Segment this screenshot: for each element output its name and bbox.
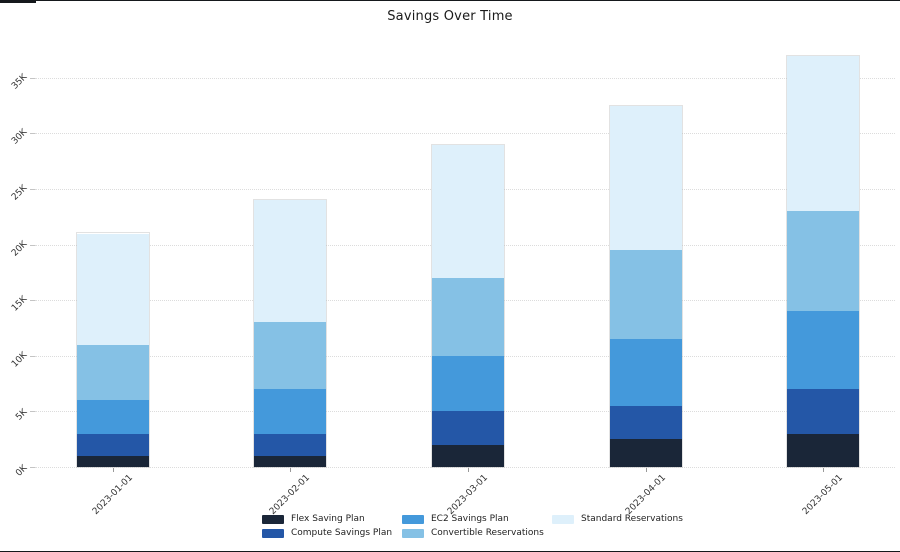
legend-swatch-icon [262,514,284,524]
x-axis-label: 2023-05-01 [801,472,846,518]
bar-segment-compute-savings-plan [431,411,504,445]
y-axis-tick [30,133,35,135]
legend-label: Standard Reservations [581,514,683,524]
bar-segment-flex-saving-plan [787,433,860,467]
bar-2023-01-01 [75,232,150,468]
x-axis-tick [645,468,647,472]
y-gridline [35,77,895,79]
y-axis-tick [30,411,35,413]
x-axis-label: 2023-03-01 [445,472,490,518]
legend-item-ec2-savings-plan: EC2 Savings Plan [402,514,544,524]
y-axis-label: 15K [9,294,29,314]
legend-item-convertible-reservations: Convertible Reservations [402,528,544,538]
x-axis-label: 2023-04-01 [623,472,668,518]
x-axis-label: 2023-02-01 [268,472,313,518]
x-axis-tick [823,468,825,472]
y-axis-label: 30K [9,127,29,148]
bar-segment-standard-reservations [609,105,682,251]
bar-segment-flex-saving-plan [609,439,682,467]
x-axis-tick [467,468,469,472]
bar-segment-compute-savings-plan [609,405,682,440]
bar-segment-standard-reservations [254,200,327,323]
legend-label: Flex Saving Plan [291,514,365,524]
bar-segment-ec2-savings-plan [431,355,504,412]
x-axis-tick [112,468,114,472]
legend-swatch-icon [552,514,574,524]
x-axis-tick [290,468,292,472]
y-axis-tick [30,300,35,302]
y-axis-tick [30,189,35,190]
legend-swatch-icon [402,514,424,524]
legend-label: Convertible Reservations [431,528,544,538]
bar-segment-convertible-reservations [76,344,149,401]
bar-segment-standard-reservations [431,144,504,278]
y-gridline [35,467,895,468]
chart-title: Savings Over Time [387,9,513,24]
bar-2023-05-01 [786,54,861,468]
legend-column: Standard Reservations [552,514,683,528]
y-axis-tick [30,77,35,79]
bar-segment-flex-saving-plan [254,455,327,467]
legend-column: EC2 Savings Plan Convertible Reservations [402,514,544,542]
bar-segment-compute-savings-plan [254,433,327,456]
bar-segment-ec2-savings-plan [76,400,149,434]
bar-segment-flex-saving-plan [431,444,504,467]
bar-segment-convertible-reservations [609,250,682,340]
y-gridline [35,133,895,135]
bar-segment-convertible-reservations [254,322,327,390]
y-axis-label: 5K [14,407,30,424]
legend-swatch-icon [402,528,424,538]
window-top-border [0,0,900,1]
bar-segment-standard-reservations [76,233,149,345]
y-axis-label: 35K [9,72,29,92]
bar-segment-convertible-reservations [431,277,504,356]
chart-legend: Flex Saving Plan Compute Savings Plan EC2 … [0,514,900,548]
legend-item-standard-reservations: Standard Reservations [552,514,683,524]
bar-2023-04-01 [608,104,683,468]
legend-swatch-icon [262,528,284,538]
bar-segment-convertible-reservations [787,211,860,312]
legend-item-compute-savings-plan: Compute Savings Plan [262,528,392,538]
bar-segment-ec2-savings-plan [609,339,682,406]
bar-2023-02-01 [253,199,328,468]
bar-segment-ec2-savings-plan [254,389,327,434]
bar-segment-standard-reservations [787,55,860,212]
y-axis-label: 10K [9,350,29,370]
bar-segment-flex-saving-plan [76,455,149,467]
bar-segment-compute-savings-plan [76,433,149,456]
x-axis-label: 2023-01-01 [90,472,135,518]
y-axis-label: 0K [14,463,30,479]
legend-column: Flex Saving Plan Compute Savings Plan [262,514,392,542]
legend-label: EC2 Savings Plan [431,514,509,524]
y-axis-label: 20K [9,238,29,259]
y-axis-tick [30,244,35,246]
window-top-corner-mark [0,0,36,3]
legend-label: Compute Savings Plan [291,528,393,538]
bar-segment-ec2-savings-plan [787,311,860,390]
y-axis-tick [30,355,35,357]
bar-2023-03-01 [430,143,505,468]
bar-segment-compute-savings-plan [787,389,860,434]
legend-item-flex-saving-plan: Flex Saving Plan [262,514,392,524]
y-axis-tick [30,467,35,468]
y-axis-label: 25K [9,183,29,203]
